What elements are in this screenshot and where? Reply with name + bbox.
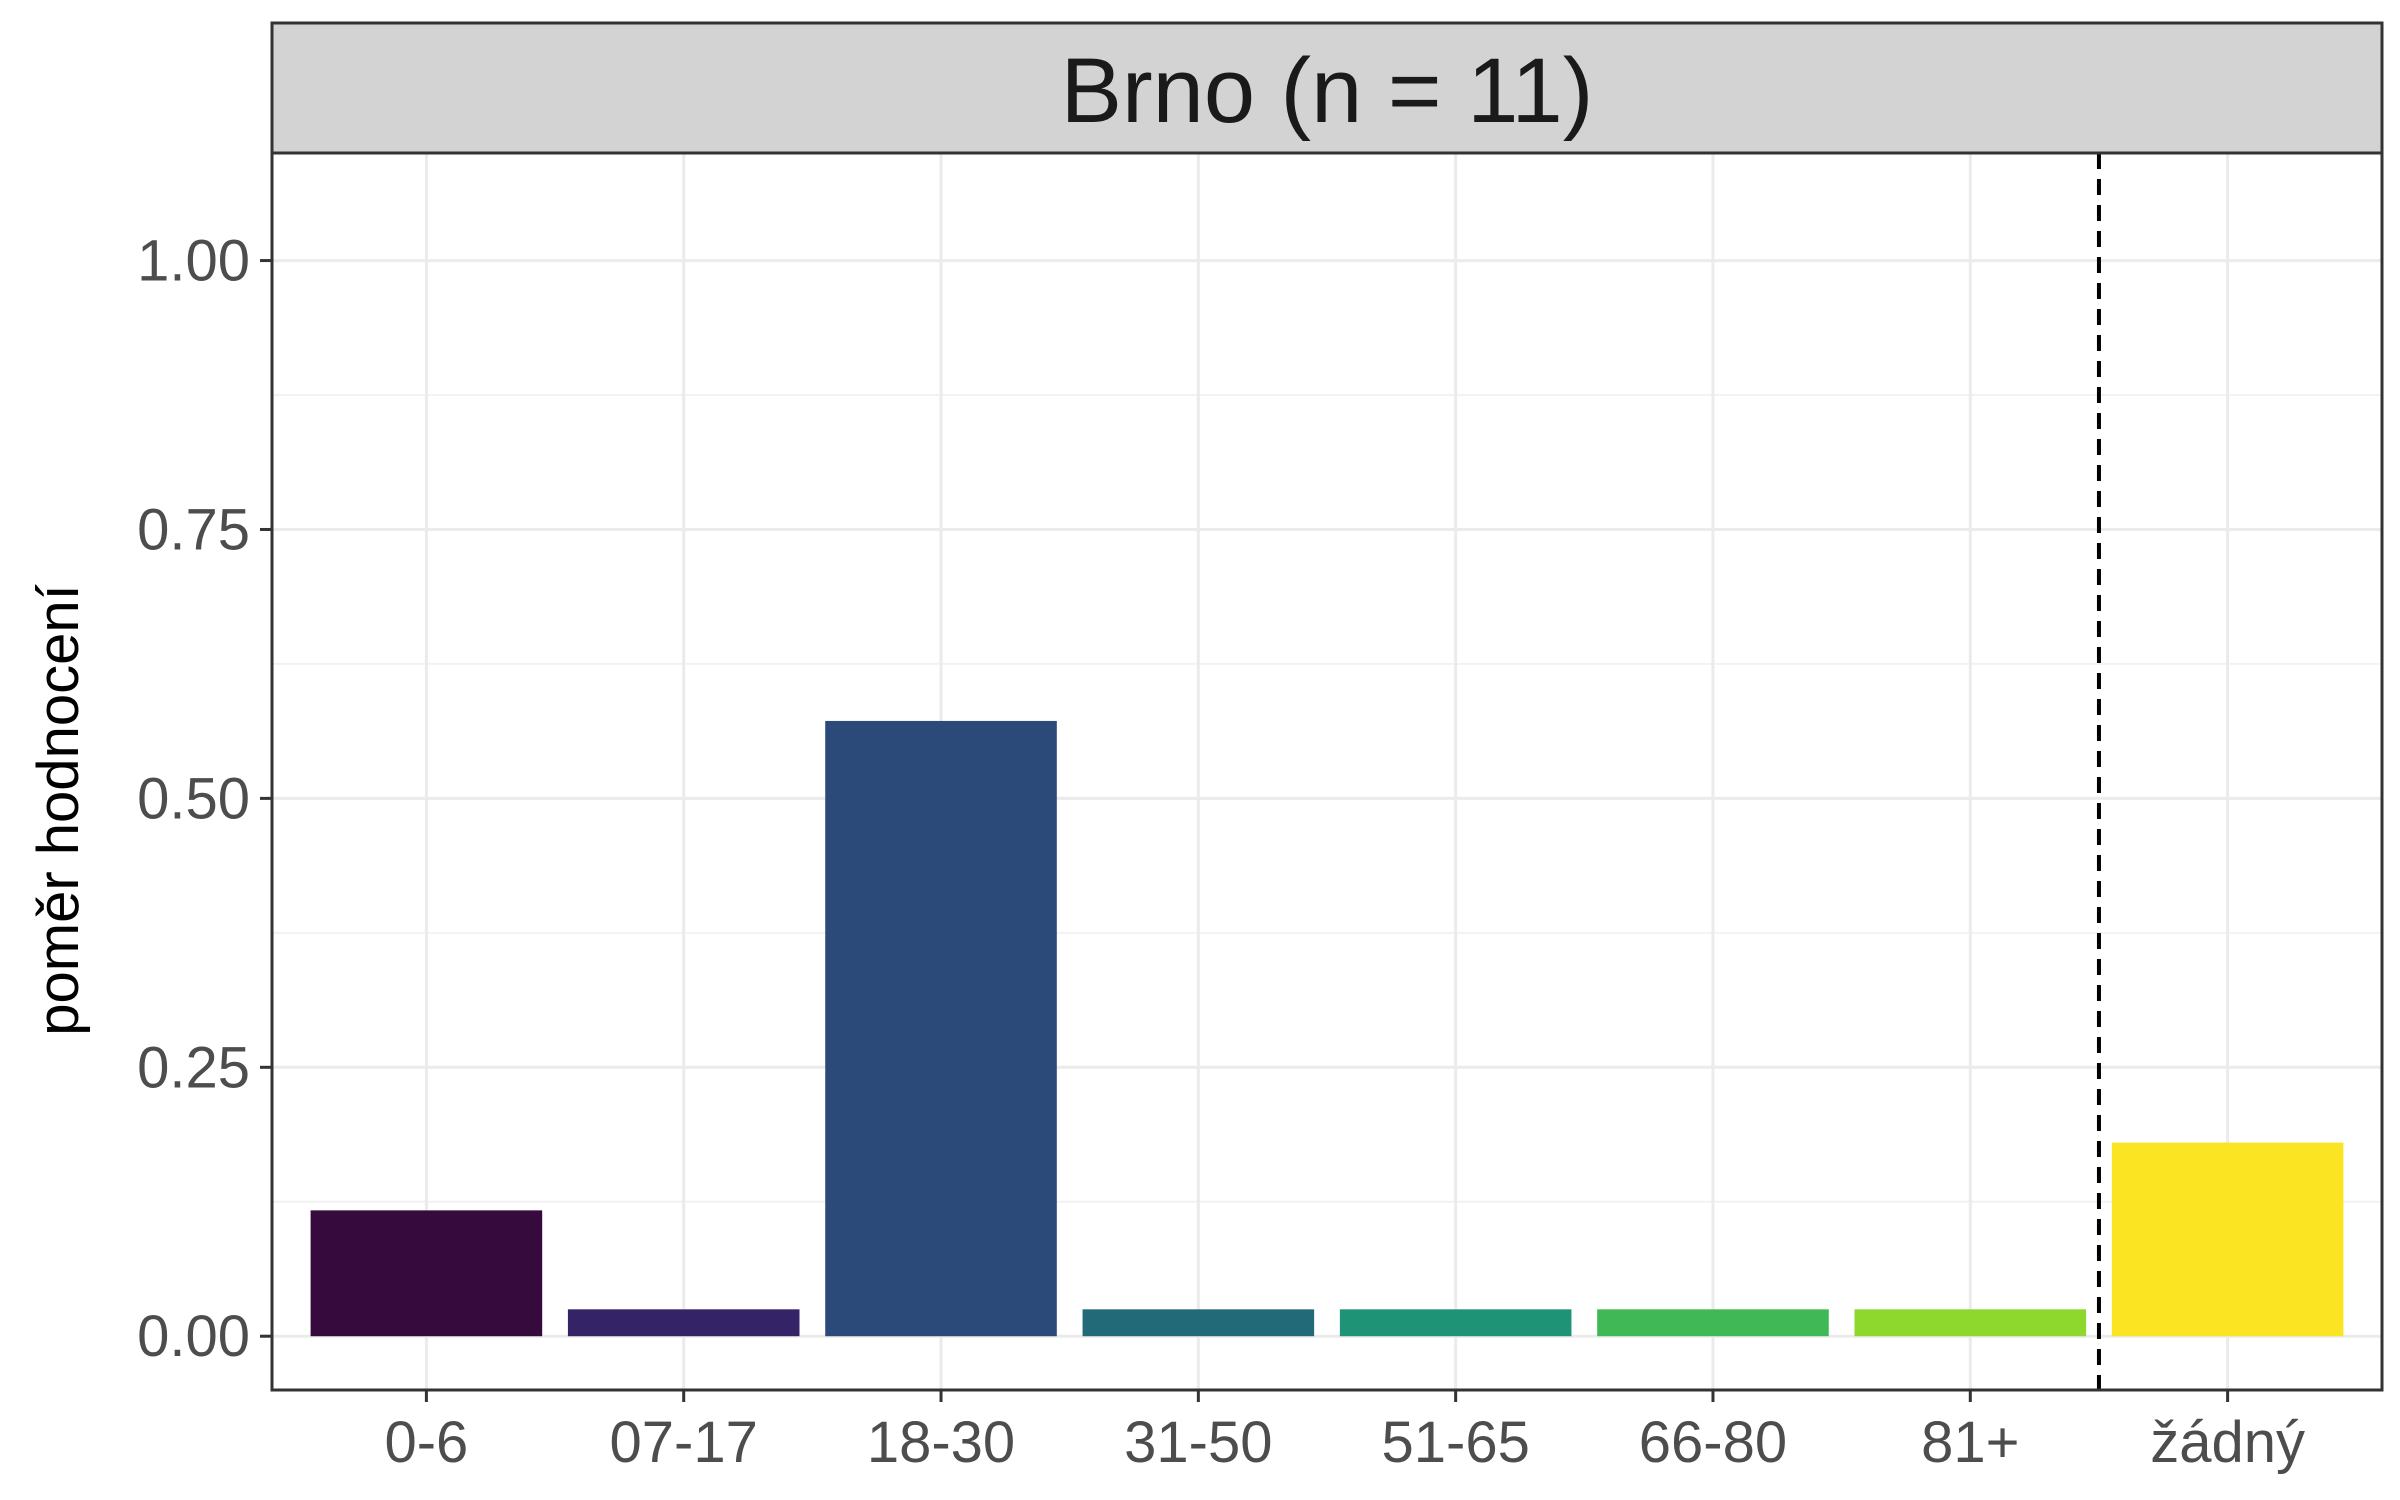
y-tick-label: 0.50 xyxy=(137,766,250,831)
x-tick-label: 81+ xyxy=(1921,1410,2019,1475)
x-tick-label: 51-65 xyxy=(1381,1410,1529,1475)
facet-strip-background xyxy=(270,21,2384,155)
y-axis-title: poměr hodnocení xyxy=(26,584,91,1035)
x-tick-label: 18-30 xyxy=(867,1410,1015,1475)
y-tick-label: 0.75 xyxy=(137,497,250,562)
y-tick-label: 0.00 xyxy=(137,1304,250,1369)
y-tick-label: 0.25 xyxy=(137,1035,250,1100)
y-axis: 0.00 0.25 0.50 0.75 1.00 xyxy=(137,229,272,1369)
bar xyxy=(1082,1309,1315,1337)
facet-strip: Brno (n = 11) xyxy=(270,21,2384,155)
bars xyxy=(310,720,2344,1337)
x-tick-label: žádný xyxy=(2150,1410,2305,1475)
x-tick-label: 31-50 xyxy=(1124,1410,1272,1475)
x-tick-label: 0-6 xyxy=(384,1410,468,1475)
bar xyxy=(310,1210,543,1337)
chart-title: Brno (n = 11) xyxy=(1061,40,1594,142)
x-tick-label: 07-17 xyxy=(610,1410,758,1475)
grid-lines xyxy=(272,153,2382,1390)
bar xyxy=(2111,1142,2344,1337)
bar xyxy=(1597,1309,1829,1337)
bar xyxy=(1339,1309,1572,1337)
bar xyxy=(567,1309,800,1337)
bar xyxy=(825,720,1057,1337)
x-tick-label: 66-80 xyxy=(1639,1410,1787,1475)
y-tick-label: 1.00 xyxy=(137,229,250,294)
x-axis: 0-6 07-17 18-30 31-50 51-65 66-80 81+ žádný xyxy=(384,1390,2305,1475)
bar xyxy=(1854,1309,2087,1337)
